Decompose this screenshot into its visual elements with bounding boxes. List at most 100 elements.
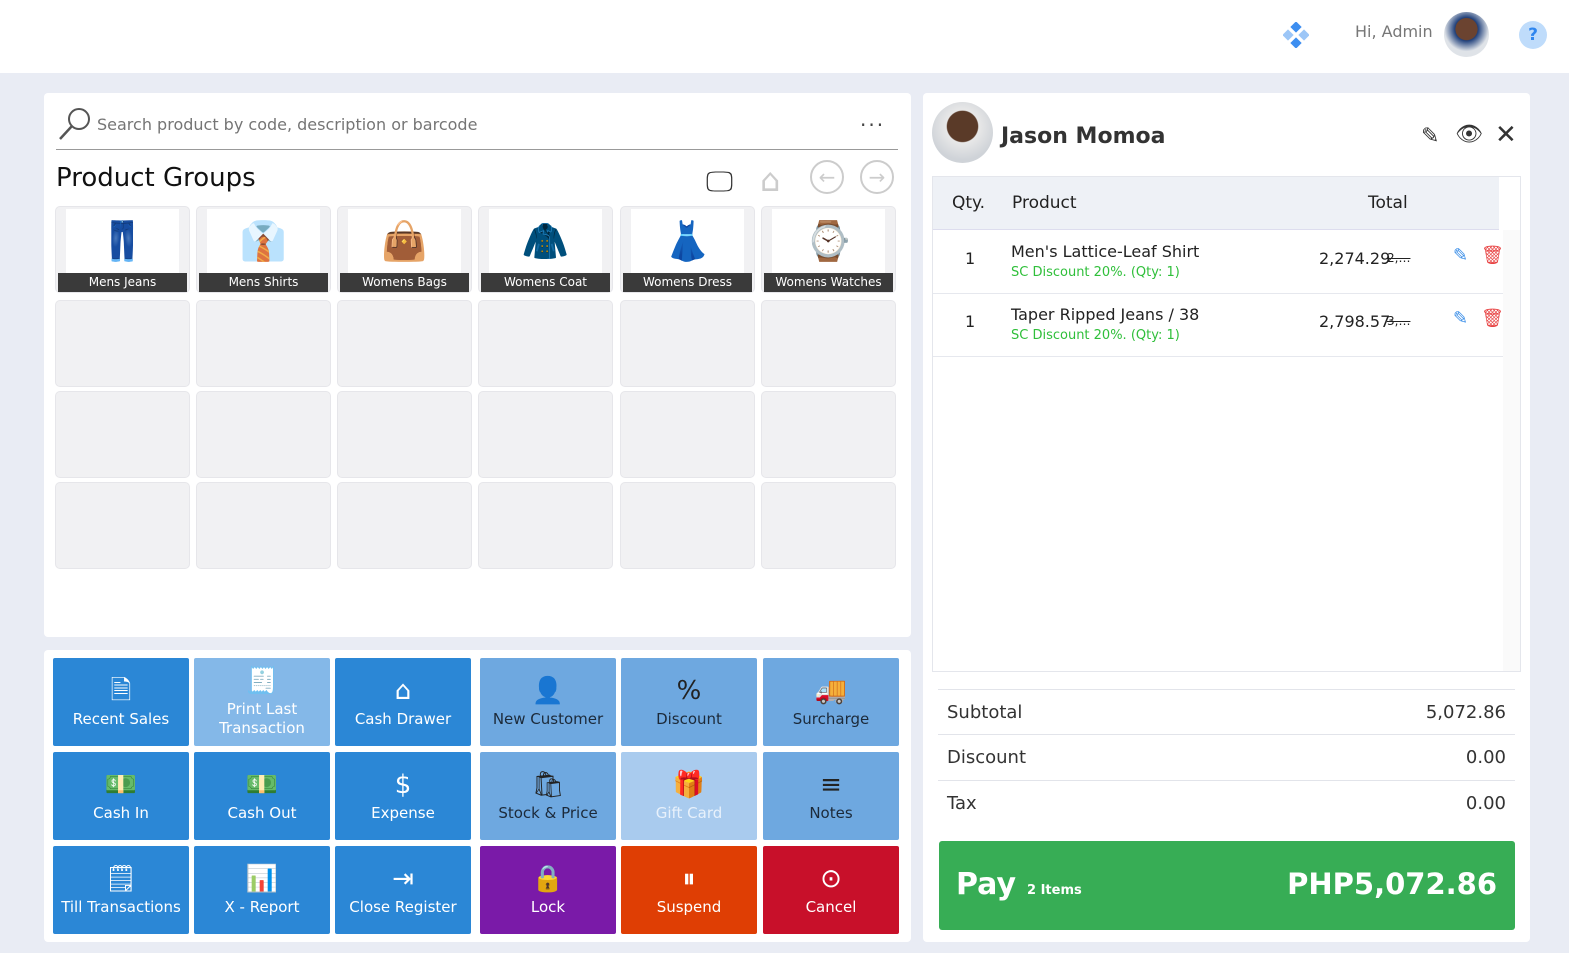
diamond-dots-icon[interactable]	[1282, 21, 1310, 49]
new-customer-button[interactable]: 👤 New Customer	[480, 658, 616, 746]
cash-out-button[interactable]: 💵 Cash Out	[194, 752, 330, 840]
actions-panel: 🗎 Recent Sales 🧾 Print Last Transaction ⌂ Cas…	[44, 650, 911, 942]
empty-tile	[337, 391, 472, 478]
delete-item-icon[interactable]: 🗑	[1481, 308, 1504, 329]
till-transactions-label: Till Transactions	[61, 897, 181, 916]
cart-row[interactable]: 1 Men's Lattice-Leaf Shirt SC Discount 2…	[933, 231, 1504, 294]
print-last-transaction-icon: 🧾	[245, 666, 279, 696]
empty-tile	[478, 391, 613, 478]
surcharge-button[interactable]: 🚚 Surcharge	[763, 658, 899, 746]
admin-avatar[interactable]	[1444, 12, 1489, 57]
recent-sales-icon: 🗎	[110, 675, 132, 706]
close-register-button[interactable]: ⇥ Close Register	[335, 846, 471, 934]
display-icon[interactable]: 🖵	[706, 165, 733, 198]
tax-value: 0.00	[1465, 792, 1506, 814]
product-group-label: Womens Dress	[623, 273, 752, 292]
cart-panel	[923, 93, 1530, 942]
empty-tile	[196, 482, 331, 569]
new-customer-icon: 👤	[531, 675, 565, 706]
item-discount: SC Discount 20%. (Qty: 1)	[1011, 265, 1180, 280]
header-total: Total	[1368, 193, 1408, 213]
greeting: Hi, Admin	[1355, 22, 1433, 41]
cancel-button[interactable]: ⊙ Cancel	[763, 846, 899, 934]
product-group-tile[interactable]: 👜 Womens Bags	[337, 206, 472, 293]
close-register-icon: ⇥	[392, 863, 414, 894]
tax-row: Tax 0.00	[938, 780, 1515, 825]
search-icon	[58, 107, 92, 141]
product-group-tile[interactable]: 🧥 Womens Coat	[478, 206, 613, 293]
empty-tile	[196, 391, 331, 478]
forward-arrow-icon[interactable]: →	[860, 160, 894, 194]
product-group-tile[interactable]: 👔 Mens Shirts	[196, 206, 331, 293]
stock-price-button[interactable]: 🛍 Stock & Price	[480, 752, 616, 840]
edit-item-icon[interactable]: ✎	[1453, 308, 1469, 329]
suspend-label: Suspend	[656, 897, 722, 916]
empty-tile	[55, 482, 190, 569]
expense-button[interactable]: $ Expense	[335, 752, 471, 840]
header-qty: Qty.	[952, 193, 986, 213]
suspend-icon: ⏸	[682, 863, 696, 894]
empty-tile	[761, 300, 896, 387]
pay-button[interactable]: Pay 2 Items PHP5,072.86	[939, 841, 1515, 930]
product-group-tile[interactable]: 👖 Mens Jeans	[55, 206, 190, 293]
new-customer-label: New Customer	[492, 709, 604, 728]
cash-in-icon: 💵	[104, 769, 138, 800]
cash-in-button[interactable]: 💵 Cash In	[53, 752, 189, 840]
home-icon[interactable]: ⌂	[760, 161, 781, 199]
product-group-label: Womens Bags	[340, 273, 469, 292]
product-group-image: 👖	[66, 209, 179, 273]
print-last-transaction-button[interactable]: 🧾 Print Last Transaction	[194, 658, 330, 746]
item-name: Taper Ripped Jeans / 38	[1011, 305, 1200, 324]
suspend-button[interactable]: ⏸ Suspend	[621, 846, 757, 934]
discount-button[interactable]: % Discount	[621, 658, 757, 746]
item-qty: 1	[965, 312, 976, 331]
help-button[interactable]: ?	[1519, 21, 1547, 49]
question-icon: ?	[1528, 25, 1538, 45]
surcharge-icon: 🚚	[814, 675, 848, 706]
product-group-label: Womens Watches	[764, 273, 893, 292]
stock-price-icon: 🛍	[531, 769, 565, 800]
edit-item-icon[interactable]: ✎	[1453, 245, 1469, 266]
cash-out-icon: 💵	[245, 769, 279, 800]
x-report-button[interactable]: 📊 X - Report	[194, 846, 330, 934]
gift-card-button[interactable]: 🎁 Gift Card	[621, 752, 757, 840]
product-group-image: ⌚	[772, 209, 885, 273]
close-icon[interactable]: ✕	[1495, 120, 1517, 150]
delete-item-icon[interactable]: 🗑	[1481, 245, 1504, 266]
recent-sales-label: Recent Sales	[72, 709, 170, 728]
product-group-label: Mens Shirts	[199, 273, 328, 292]
cash-drawer-icon: ⌂	[394, 675, 412, 706]
product-group-tile[interactable]: 👗 Womens Dress	[620, 206, 755, 293]
item-original-price: 2,…	[1387, 251, 1411, 265]
product-group-tile[interactable]: ⌚ Womens Watches	[761, 206, 896, 293]
recent-sales-button[interactable]: 🗎 Recent Sales	[53, 658, 189, 746]
empty-tile	[55, 391, 190, 478]
customer-avatar[interactable]	[932, 102, 993, 163]
view-icon[interactable]: 👁	[1455, 122, 1483, 147]
cash-in-label: Cash In	[93, 803, 149, 822]
discount-label: Discount	[656, 709, 722, 728]
item-total: 2,798.57	[1319, 312, 1391, 331]
search-input[interactable]	[97, 111, 837, 137]
discount-value: 0.00	[1465, 746, 1506, 768]
edit-customer-icon[interactable]: ✎	[1421, 124, 1440, 149]
lock-icon: 🔒	[531, 863, 565, 894]
top-header: Hi, Admin ?	[0, 0, 1569, 73]
back-arrow-icon[interactable]: ←	[810, 160, 844, 194]
notes-label: Notes	[809, 803, 853, 822]
customer-name[interactable]: Jason Momoa	[1001, 124, 1166, 149]
more-options-button[interactable]: ...	[860, 107, 886, 131]
empty-tile	[620, 300, 755, 387]
item-name: Men's Lattice-Leaf Shirt	[1011, 242, 1200, 261]
subtotal-row: Subtotal 5,072.86	[938, 689, 1515, 734]
cash-drawer-button[interactable]: ⌂ Cash Drawer	[335, 658, 471, 746]
item-original-price: 3,…	[1387, 314, 1411, 328]
scrollbar[interactable]	[1503, 230, 1520, 671]
cart-row[interactable]: 1 Taper Ripped Jeans / 38 SC Discount 20…	[933, 294, 1504, 357]
notes-button[interactable]: ≡ Notes	[763, 752, 899, 840]
product-panel: ... Product Groups 🖵 ⌂ ← → 👖Mens Jeans👔M…	[44, 93, 911, 637]
empty-tile	[337, 482, 472, 569]
x-report-icon: 📊	[245, 863, 279, 894]
till-transactions-button[interactable]: 🗒 Till Transactions	[53, 846, 189, 934]
lock-button[interactable]: 🔒 Lock	[480, 846, 616, 934]
